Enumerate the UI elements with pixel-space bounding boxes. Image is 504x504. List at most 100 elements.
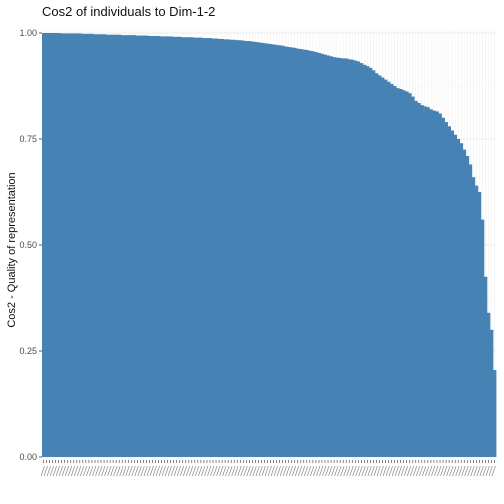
x-tick-label-mark xyxy=(55,465,60,477)
x-tick-label-mark xyxy=(161,465,166,477)
x-tick-label-mark xyxy=(455,465,460,477)
x-tick-label-mark xyxy=(258,465,263,477)
x-tick-label-mark xyxy=(125,465,130,477)
x-tick-label-mark xyxy=(479,465,484,477)
bar xyxy=(214,38,218,458)
x-tick-label-mark xyxy=(128,465,133,477)
x-tick-label-mark xyxy=(449,465,454,477)
bar xyxy=(489,329,494,457)
bar xyxy=(278,45,282,458)
x-tick-label-mark xyxy=(64,465,70,477)
x-tick-label-mark xyxy=(370,465,375,477)
x-tick-label-mark xyxy=(186,465,191,477)
x-tick-label-mark xyxy=(434,465,439,477)
x-tick-label-mark xyxy=(149,465,154,477)
bar xyxy=(135,35,140,457)
bar xyxy=(226,39,231,458)
x-tick-label-mark xyxy=(101,465,106,477)
x-tick-label-mark xyxy=(467,465,472,477)
bar xyxy=(417,102,421,458)
x-tick-label-mark xyxy=(388,465,393,477)
x-tick-label-mark xyxy=(473,465,478,477)
bar xyxy=(275,44,279,457)
x-tick-label-mark xyxy=(119,465,124,477)
x-tick-label-mark xyxy=(337,465,342,477)
x-tick-label-mark xyxy=(167,465,172,477)
bar xyxy=(217,38,221,457)
bar xyxy=(371,70,376,457)
bar xyxy=(199,37,203,457)
bar xyxy=(147,35,152,458)
bar xyxy=(350,59,355,457)
bar xyxy=(117,34,122,458)
x-tick-label-mark xyxy=(116,465,121,477)
bar xyxy=(308,50,312,458)
bar xyxy=(105,34,109,458)
bar xyxy=(244,41,249,457)
bar xyxy=(54,33,58,457)
bar xyxy=(184,37,188,458)
bar xyxy=(296,48,300,458)
x-tick-label-mark xyxy=(297,465,303,477)
bar xyxy=(144,35,149,457)
bar xyxy=(72,33,76,457)
bar xyxy=(42,33,46,457)
bar xyxy=(299,49,303,457)
x-tick-label-mark xyxy=(409,465,415,477)
chat-bubble-icon xyxy=(384,479,398,493)
bar xyxy=(341,58,346,457)
bar xyxy=(120,35,125,458)
x-tick-label-mark xyxy=(406,465,412,477)
bar xyxy=(66,33,70,457)
x-tick-label-mark xyxy=(470,465,475,477)
x-tick-label-mark xyxy=(107,465,112,477)
x-tick-label-mark xyxy=(110,465,115,477)
x-tick-label-mark xyxy=(400,465,405,477)
bar xyxy=(196,37,200,457)
x-tick-label-mark xyxy=(485,465,490,477)
x-tick-label-mark xyxy=(113,465,118,477)
x-tick-label-mark xyxy=(267,465,272,477)
x-tick-label-mark xyxy=(367,465,372,477)
bar xyxy=(483,276,488,457)
bar xyxy=(329,56,333,457)
x-tick-label-mark xyxy=(207,465,212,477)
bar xyxy=(247,41,252,457)
bar xyxy=(384,79,388,457)
bar xyxy=(166,36,170,457)
bar xyxy=(45,33,49,457)
bar xyxy=(178,36,182,457)
x-tick-label-mark xyxy=(273,465,278,477)
bar xyxy=(447,126,451,457)
x-tick-label-mark xyxy=(134,465,139,477)
x-tick-label-mark xyxy=(394,465,399,477)
bar xyxy=(396,88,400,458)
bar xyxy=(69,33,73,457)
x-tick-label-mark xyxy=(307,465,312,477)
x-tick-label-mark xyxy=(270,465,275,477)
bar xyxy=(220,38,224,457)
x-tick-label-mark xyxy=(425,465,430,477)
bar xyxy=(420,105,424,457)
x-tick-label-mark xyxy=(428,465,433,477)
bar xyxy=(405,91,409,458)
bar xyxy=(163,36,167,457)
bar xyxy=(84,33,88,458)
bar xyxy=(250,41,255,457)
bar xyxy=(338,58,343,458)
x-tick-label-mark xyxy=(89,465,94,477)
bar xyxy=(347,59,352,458)
x-tick-label-mark xyxy=(313,465,318,477)
bar xyxy=(450,130,455,457)
bar xyxy=(456,139,461,457)
x-tick-label-mark xyxy=(328,465,333,477)
x-tick-label-mark xyxy=(385,465,390,477)
x-tick-label-mark xyxy=(98,465,103,477)
bar xyxy=(302,49,306,457)
x-tick-label-mark xyxy=(249,465,254,477)
x-tick-label-mark xyxy=(452,465,457,477)
x-tick-label-mark xyxy=(246,465,251,477)
x-tick-label-mark xyxy=(252,465,257,477)
x-tick-label-mark xyxy=(222,465,227,477)
plot-panel xyxy=(42,30,497,460)
